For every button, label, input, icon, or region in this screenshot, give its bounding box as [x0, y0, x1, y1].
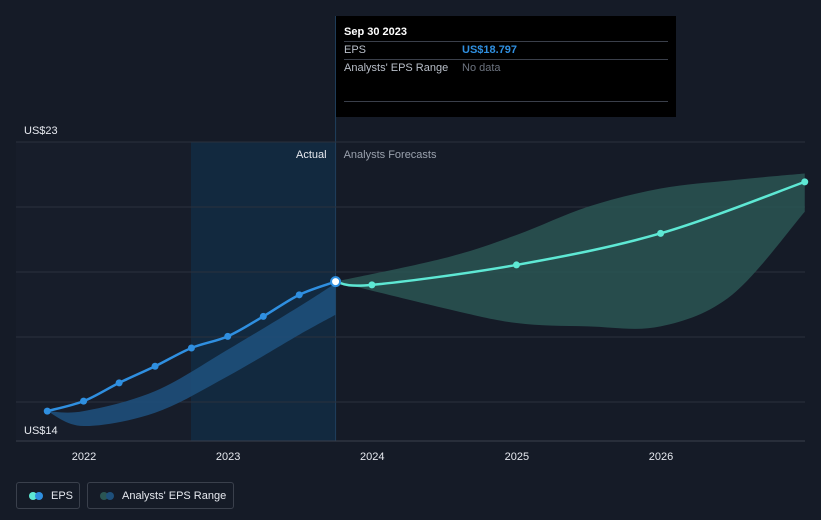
region-label-actual: Actual	[296, 149, 327, 161]
eps-point	[43, 407, 51, 415]
tooltip-date: Sep 30 2023	[344, 26, 407, 38]
x-tick-label-2024: 2024	[360, 451, 384, 463]
tooltip-eps-label: EPS	[344, 44, 367, 56]
y-tick-label-top: US$23	[24, 125, 58, 137]
x-tick-label-2026: 2026	[649, 451, 673, 463]
tooltip-divider	[344, 101, 668, 102]
eps-point	[259, 312, 267, 320]
eps-point	[295, 291, 303, 299]
eps-point	[115, 379, 123, 387]
x-tick-label-2022: 2022	[72, 451, 96, 463]
tooltip-range-row: Analysts' EPS Range No data	[344, 59, 668, 77]
tooltip-eps-value: US$18.797	[462, 44, 518, 56]
region-label-forecast: Analysts Forecasts	[344, 149, 437, 161]
eps-point	[224, 332, 232, 340]
eps-point	[80, 397, 88, 405]
tooltip-range-label: Analysts' EPS Range	[344, 62, 449, 74]
forecast-point	[801, 178, 809, 186]
eps-point	[187, 344, 195, 352]
eps-chart: US$23 US$14 Actual Analysts Forecasts 2022 20…	[16, 16, 809, 463]
forecast-point	[368, 281, 376, 289]
tooltip-eps-row: EPS US$18.797	[344, 41, 668, 59]
legend-range-button[interactable]: Analysts' EPS Range	[87, 482, 234, 509]
x-tick-label-2023: 2023	[216, 451, 240, 463]
legend-eps-button[interactable]: EPS	[16, 482, 80, 509]
range-legend-icon	[100, 491, 116, 500]
tooltip-range-value: No data	[462, 62, 501, 74]
eps-point	[151, 362, 159, 370]
eps-point	[330, 276, 342, 288]
y-tick-label-bottom: US$14	[24, 425, 58, 437]
actual-highlight-band	[191, 142, 336, 441]
eps-legend-icon	[29, 491, 45, 500]
legend-range-label: Analysts' EPS Range	[122, 489, 227, 502]
forecast-point	[657, 229, 665, 237]
x-tick-label-2025: 2025	[505, 451, 529, 463]
forecast-point	[512, 261, 520, 269]
tooltip: Sep 30 2023 EPS US$18.797 Analysts' EPS …	[336, 16, 676, 117]
legend-eps-label: EPS	[51, 489, 74, 502]
eps-range-forecast-area	[335, 173, 805, 329]
